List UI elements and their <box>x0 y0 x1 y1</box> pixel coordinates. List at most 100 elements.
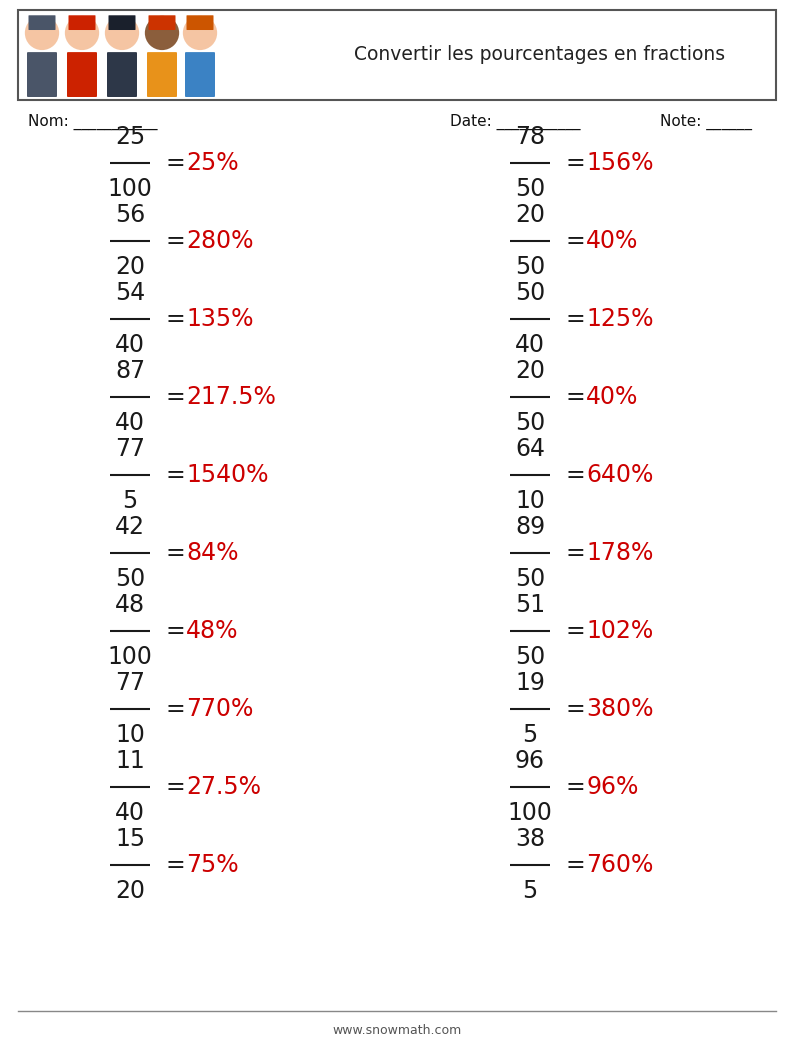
Circle shape <box>65 16 99 51</box>
Text: 40: 40 <box>115 333 145 357</box>
Text: 89: 89 <box>515 515 545 539</box>
Text: 20: 20 <box>515 203 545 227</box>
Text: =: = <box>566 619 586 643</box>
Text: Convertir les pourcentages en fractions: Convertir les pourcentages en fractions <box>354 45 726 64</box>
Text: 19: 19 <box>515 671 545 695</box>
Text: 77: 77 <box>115 671 145 695</box>
Text: 40%: 40% <box>586 385 638 409</box>
Text: 87: 87 <box>115 359 145 383</box>
Text: 50: 50 <box>515 567 545 591</box>
FancyBboxPatch shape <box>27 52 57 97</box>
Text: 11: 11 <box>115 749 145 773</box>
Text: 280%: 280% <box>186 229 253 253</box>
Text: =: = <box>566 853 586 877</box>
Text: 100: 100 <box>107 645 152 669</box>
Text: 5: 5 <box>522 723 538 747</box>
Text: =: = <box>166 697 186 721</box>
Text: 42: 42 <box>115 515 145 539</box>
Text: 96%: 96% <box>586 775 638 799</box>
Text: 25: 25 <box>115 125 145 150</box>
Text: 54: 54 <box>115 281 145 305</box>
Text: 78: 78 <box>515 125 545 150</box>
Text: 100: 100 <box>107 177 152 201</box>
Text: 64: 64 <box>515 437 545 461</box>
FancyBboxPatch shape <box>107 52 137 97</box>
Text: 40%: 40% <box>586 229 638 253</box>
Text: 178%: 178% <box>586 541 653 565</box>
Text: =: = <box>566 463 586 486</box>
Text: 50: 50 <box>515 411 545 435</box>
Text: 40: 40 <box>115 801 145 824</box>
Text: =: = <box>166 151 186 175</box>
Text: 125%: 125% <box>586 307 653 331</box>
Text: =: = <box>166 853 186 877</box>
Text: =: = <box>166 307 186 331</box>
FancyBboxPatch shape <box>147 52 177 97</box>
Text: Date: ___________: Date: ___________ <box>450 114 580 131</box>
Text: 38: 38 <box>515 827 545 851</box>
Text: =: = <box>566 229 586 253</box>
Text: 84%: 84% <box>186 541 238 565</box>
Text: 5: 5 <box>122 489 137 513</box>
Text: 48: 48 <box>115 593 145 617</box>
Text: 56: 56 <box>115 203 145 227</box>
Text: =: = <box>566 775 586 799</box>
Text: 27.5%: 27.5% <box>186 775 261 799</box>
Text: 50: 50 <box>515 645 545 669</box>
Text: 217.5%: 217.5% <box>186 385 276 409</box>
Text: 156%: 156% <box>586 151 653 175</box>
Text: 5: 5 <box>522 879 538 903</box>
Text: 760%: 760% <box>586 853 653 877</box>
Text: 50: 50 <box>515 177 545 201</box>
Text: 135%: 135% <box>186 307 253 331</box>
Text: 20: 20 <box>115 879 145 903</box>
Text: 770%: 770% <box>186 697 253 721</box>
Text: 20: 20 <box>515 359 545 383</box>
Text: =: = <box>166 541 186 565</box>
Text: 40: 40 <box>115 411 145 435</box>
Text: 40: 40 <box>515 333 545 357</box>
Text: =: = <box>566 697 586 721</box>
Text: =: = <box>566 307 586 331</box>
Text: 50: 50 <box>515 281 545 305</box>
FancyBboxPatch shape <box>68 16 95 29</box>
Text: 48%: 48% <box>186 619 238 643</box>
FancyBboxPatch shape <box>187 16 214 29</box>
Text: 96: 96 <box>515 749 545 773</box>
Text: 20: 20 <box>115 255 145 279</box>
Text: =: = <box>166 385 186 409</box>
Text: 25%: 25% <box>186 151 239 175</box>
Text: Note: ______: Note: ______ <box>660 114 752 131</box>
FancyBboxPatch shape <box>109 16 136 29</box>
Text: 640%: 640% <box>586 463 653 486</box>
Circle shape <box>25 16 60 51</box>
Text: =: = <box>166 619 186 643</box>
Circle shape <box>145 16 179 51</box>
FancyBboxPatch shape <box>67 52 97 97</box>
Text: =: = <box>166 229 186 253</box>
Circle shape <box>105 16 139 51</box>
FancyBboxPatch shape <box>148 16 175 29</box>
Text: 10: 10 <box>515 489 545 513</box>
FancyBboxPatch shape <box>29 16 56 29</box>
Text: 77: 77 <box>115 437 145 461</box>
Circle shape <box>183 16 218 51</box>
Text: 10: 10 <box>115 723 145 747</box>
Text: 51: 51 <box>515 593 545 617</box>
Text: 102%: 102% <box>586 619 653 643</box>
Text: 50: 50 <box>515 255 545 279</box>
Text: Nom: ___________: Nom: ___________ <box>28 114 157 131</box>
Text: =: = <box>566 385 586 409</box>
Text: www.snowmath.com: www.snowmath.com <box>333 1025 461 1037</box>
Text: 50: 50 <box>115 567 145 591</box>
Text: 100: 100 <box>507 801 553 824</box>
Text: 1540%: 1540% <box>186 463 268 486</box>
Text: 75%: 75% <box>186 853 239 877</box>
Text: 15: 15 <box>115 827 145 851</box>
Text: 380%: 380% <box>586 697 653 721</box>
FancyBboxPatch shape <box>18 9 776 100</box>
Text: =: = <box>566 541 586 565</box>
FancyBboxPatch shape <box>185 52 215 97</box>
Text: =: = <box>566 151 586 175</box>
Text: =: = <box>166 463 186 486</box>
